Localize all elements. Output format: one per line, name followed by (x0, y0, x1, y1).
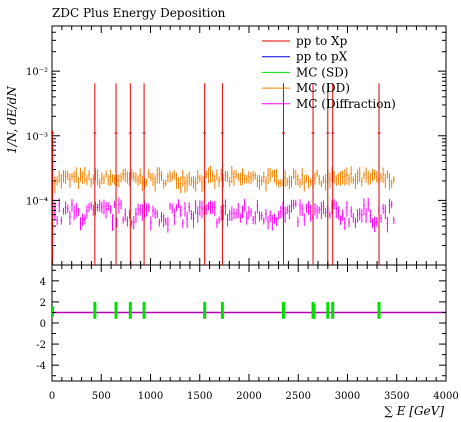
main-plot-frame (51, 25, 447, 266)
ratio-band (331, 301, 335, 319)
y-tick-label: 10⁻² (26, 67, 48, 78)
main-plot-marks (50, 83, 395, 265)
ratio-y-tick-label: -2 (36, 340, 46, 351)
y-tick-label: 10⁻³ (26, 132, 48, 143)
ratio-y-tick-label: 0 (40, 319, 46, 330)
ratio-band (114, 301, 118, 319)
y-tick-label: 10⁻⁴ (26, 196, 48, 207)
x-tick-label: 0 (49, 391, 55, 402)
x-tick-label: 2500 (286, 391, 311, 402)
legend-entry: pp to pX (296, 50, 348, 64)
legend-entry: MC (DD) (296, 81, 350, 95)
legend-entry: pp to Xp (296, 34, 348, 48)
ratio-band (326, 301, 330, 319)
x-tick-label: 2000 (236, 391, 261, 402)
ratio-y-tick-label: -4 (36, 361, 46, 372)
ratio-y-tick-label: 4 (40, 277, 46, 288)
ratio-band (142, 301, 146, 319)
x-tick-label: 1000 (138, 391, 163, 402)
x-tick-label: 4000 (433, 391, 458, 402)
ratio-band (312, 304, 316, 319)
ratio-band (220, 301, 224, 319)
x-tick-label: 3000 (335, 391, 360, 402)
y-axis-label: 1/N, dE/dN (5, 86, 19, 154)
ratio-plot-frame (51, 264, 447, 382)
x-tick-label: 1500 (187, 391, 212, 402)
ratio-band (50, 306, 54, 317)
ratio-plot-marks (50, 301, 446, 319)
chart-title: ZDC Plus Energy Deposition (52, 6, 226, 20)
legend-entry: MC (SD) (296, 65, 349, 79)
x-tick-label: 500 (92, 391, 111, 402)
ratio-band (203, 301, 207, 319)
ratio-y-tick-label: 2 (40, 298, 46, 309)
x-tick-label: 3500 (384, 391, 409, 402)
legend-entry: MC (Diffraction) (296, 97, 396, 111)
ratio-band (128, 301, 132, 319)
x-axis-label: ∑ E [GeV] (384, 404, 444, 418)
axes: 0 500 1000 1500 2000 2500 3000 3500 4000 10⁻⁴ 10⁻³… (26, 25, 459, 402)
ratio-band (93, 301, 97, 319)
ratio-band (281, 301, 285, 319)
ratio-band (377, 301, 381, 319)
